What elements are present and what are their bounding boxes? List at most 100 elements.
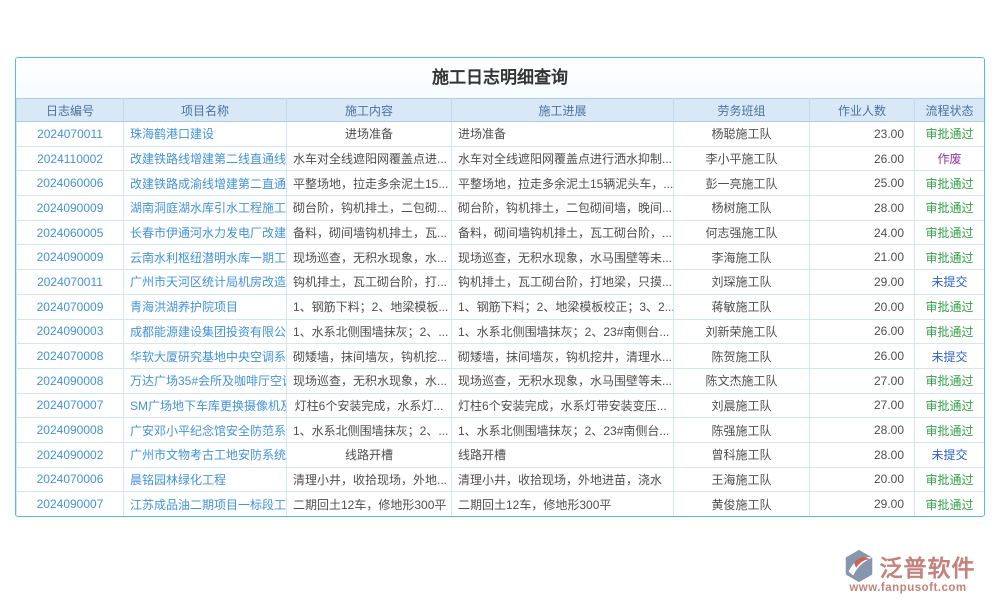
- log-number-link[interactable]: 2024060006: [16, 170, 124, 197]
- project-name-link[interactable]: 华软大厦研究基地中央空调系统: [123, 343, 287, 369]
- progress-cell: 平整场地，拉走多余泥土15辆泥头车，...: [451, 170, 674, 197]
- project-name-link[interactable]: 成都能源建设集团投资有限公司: [123, 318, 287, 345]
- workers-cell: 26.00: [809, 343, 915, 369]
- log-number-link[interactable]: 2024090008: [16, 367, 124, 394]
- table-header-row: 日志编号 项目名称 施工内容 施工进展 劳务班组 作业人数 流程状态: [16, 98, 984, 122]
- project-name-link[interactable]: 云南水利枢纽潜明水库一期工程: [123, 244, 287, 271]
- table-row: 2024070011 珠海鹤港口建设 进场准备 进场准备 杨聪施工队 23.00…: [16, 121, 984, 147]
- team-cell: 黄俊施工队: [673, 491, 810, 516]
- content-cell: 1、钢筋下料；2、地梁模板...: [286, 293, 452, 320]
- log-number-link[interactable]: 2024060005: [16, 219, 124, 246]
- team-cell: 杨树施工队: [673, 195, 810, 221]
- status-badge: 未提交: [914, 343, 984, 369]
- table-row: 2024090008 广安邓小平纪念馆安全防范系统 1、水系北侧围墙抹灰；2、.…: [16, 417, 984, 443]
- team-cell: 李小平施工队: [673, 145, 810, 172]
- status-badge: 审批通过: [914, 121, 984, 147]
- log-number-link[interactable]: 2024070011: [16, 121, 124, 147]
- workers-cell: 25.00: [809, 170, 915, 197]
- status-badge: 未提交: [914, 269, 984, 295]
- column-header-status: 流程状态: [914, 98, 984, 122]
- status-badge: 未提交: [914, 441, 984, 468]
- progress-cell: 现场巡查，无积水现象，水马围壁等未...: [451, 244, 674, 271]
- table-row: 2024070011 广州市天河区统计局机房改造项目 钩机排土，瓦工砌台阶，打.…: [16, 269, 984, 295]
- log-number-link[interactable]: 2024090002: [16, 441, 124, 468]
- content-cell: 进场准备: [286, 121, 452, 147]
- status-badge: 审批通过: [914, 293, 984, 320]
- table-row: 2024070006 晨铭园林绿化工程 清理小井，收拾现场，外地... 清理小井…: [16, 466, 984, 493]
- footer-brand: 泛普软件 www.fanpusoft.com: [828, 548, 988, 594]
- project-name-link[interactable]: 晨铭园林绿化工程: [123, 466, 287, 493]
- content-cell: 备料，砌间墙钩机排土，瓦...: [286, 219, 452, 246]
- team-cell: 刘新荣施工队: [673, 318, 810, 345]
- progress-cell: 备料，砌间墙钩机排土，瓦工砌台阶，...: [451, 219, 674, 246]
- log-number-link[interactable]: 2024090009: [16, 195, 124, 221]
- progress-cell: 现场巡查，无积水现象，水马围壁等未...: [451, 367, 674, 394]
- construction-log-table: 日志编号 项目名称 施工内容 施工进展 劳务班组 作业人数 流程状态 20240…: [16, 98, 984, 516]
- workers-cell: 24.00: [809, 219, 915, 246]
- status-badge: 审批通过: [914, 466, 984, 493]
- log-number-link[interactable]: 2024070008: [16, 343, 124, 369]
- team-cell: 陈贺施工队: [673, 343, 810, 369]
- progress-cell: 砌矮墙，抹间墙灰，钩机挖井，清理水...: [451, 343, 674, 369]
- project-name-link[interactable]: 湖南洞庭湖水库引水工程施工I标: [123, 195, 287, 221]
- project-name-link[interactable]: 万达广场35#会所及咖啡厅空调: [123, 367, 287, 394]
- workers-cell: 27.00: [809, 367, 915, 394]
- log-number-link[interactable]: 2024090009: [16, 244, 124, 271]
- project-name-link[interactable]: 改建铁路线增建第二线直通线: [123, 145, 287, 172]
- log-number-link[interactable]: 2024070007: [16, 392, 124, 419]
- table-row: 2024090008 万达广场35#会所及咖啡厅空调 现场巡查，无积水现象，水.…: [16, 367, 984, 394]
- table-row: 2024090009 湖南洞庭湖水库引水工程施工I标 砌台阶，钩机排土，二包砌.…: [16, 195, 984, 221]
- content-cell: 清理小井，收拾现场，外地...: [286, 466, 452, 493]
- table-row: 2024090002 广州市文物考古工地安防系统设计 线路开槽 线路开槽 曾科施…: [16, 441, 984, 468]
- status-badge: 作废: [914, 145, 984, 172]
- workers-cell: 28.00: [809, 195, 915, 221]
- workers-cell: 27.00: [809, 392, 915, 419]
- team-cell: 蒋敏施工队: [673, 293, 810, 320]
- workers-cell: 28.00: [809, 441, 915, 468]
- log-number-link[interactable]: 2024070011: [16, 269, 124, 295]
- status-badge: 审批通过: [914, 219, 984, 246]
- content-cell: 平整场地，拉走多余泥土15...: [286, 170, 452, 197]
- progress-cell: 砌台阶，钩机排土，二包砌间墙，晚间...: [451, 195, 674, 221]
- table-row: 2024090003 成都能源建设集团投资有限公司 1、水系北侧围墙抹灰；2、.…: [16, 318, 984, 345]
- brand-url[interactable]: www.fanpusoft.com: [849, 582, 967, 594]
- status-badge: 审批通过: [914, 367, 984, 394]
- project-name-link[interactable]: 青海洪湖养护院项目: [123, 293, 287, 320]
- content-cell: 砌矮墙，抹间墙灰，钩机挖...: [286, 343, 452, 369]
- workers-cell: 29.00: [809, 491, 915, 516]
- content-cell: 线路开槽: [286, 441, 452, 468]
- team-cell: 陈文杰施工队: [673, 367, 810, 394]
- project-name-link[interactable]: 广州市天河区统计局机房改造项目: [123, 269, 287, 295]
- log-number-link[interactable]: 2024090007: [16, 491, 124, 516]
- log-number-link[interactable]: 2024090008: [16, 417, 124, 443]
- progress-cell: 线路开槽: [451, 441, 674, 468]
- progress-cell: 1、水系北侧围墙抹灰；2、23#南侧台...: [451, 318, 674, 345]
- project-name-link[interactable]: SM广场地下车库更换摄像机及线路: [123, 392, 287, 419]
- progress-cell: 二期回土12车，修地形300平: [451, 491, 674, 516]
- table-row: 2024070007 SM广场地下车库更换摄像机及线路 灯柱6个安装完成，水系灯…: [16, 392, 984, 419]
- table-row: 2024070008 华软大厦研究基地中央空调系统 砌矮墙，抹间墙灰，钩机挖..…: [16, 343, 984, 369]
- workers-cell: 26.00: [809, 145, 915, 172]
- table-row: 2024090009 云南水利枢纽潜明水库一期工程 现场巡查，无积水现象，水..…: [16, 244, 984, 271]
- team-cell: 刘晨施工队: [673, 392, 810, 419]
- content-cell: 砌台阶，钩机排土，二包砌...: [286, 195, 452, 221]
- content-cell: 1、水系北侧围墙抹灰；2、...: [286, 417, 452, 443]
- team-cell: 何志强施工队: [673, 219, 810, 246]
- project-name-link[interactable]: 珠海鹤港口建设: [123, 121, 287, 147]
- team-cell: 彭一亮施工队: [673, 170, 810, 197]
- project-name-link[interactable]: 长春市伊通河水力发电厂改建工程: [123, 219, 287, 246]
- log-number-link[interactable]: 2024070006: [16, 466, 124, 493]
- page-title: 施工日志明细查询: [16, 58, 984, 98]
- project-name-link[interactable]: 广州市文物考古工地安防系统设计: [123, 441, 287, 468]
- workers-cell: 26.00: [809, 318, 915, 345]
- log-number-link[interactable]: 2024070009: [16, 293, 124, 320]
- log-number-link[interactable]: 2024090003: [16, 318, 124, 345]
- team-cell: 刘琛施工队: [673, 269, 810, 295]
- table-body: 2024070011 珠海鹤港口建设 进场准备 进场准备 杨聪施工队 23.00…: [16, 121, 984, 516]
- log-number-link[interactable]: 2024110002: [16, 145, 124, 172]
- status-badge: 审批通过: [914, 392, 984, 419]
- project-name-link[interactable]: 广安邓小平纪念馆安全防范系统: [123, 417, 287, 443]
- content-cell: 钩机排土，瓦工砌台阶，打...: [286, 269, 452, 295]
- project-name-link[interactable]: 改建铁路成渝线增建第二直通线: [123, 170, 287, 197]
- project-name-link[interactable]: 江苏成品油二期项目一标段工程: [123, 491, 287, 516]
